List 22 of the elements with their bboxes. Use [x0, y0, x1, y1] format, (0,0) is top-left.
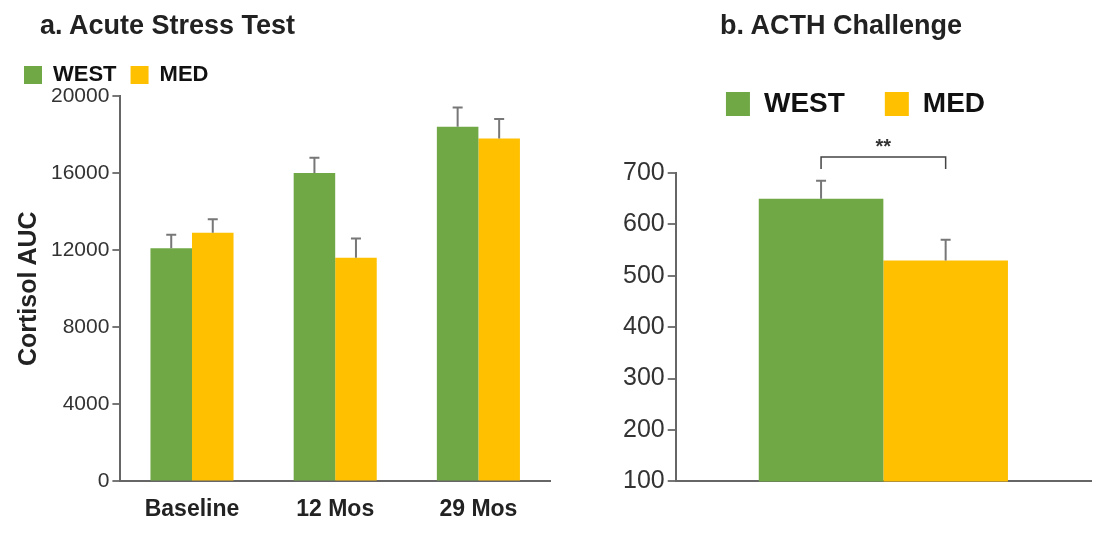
y-tick-label: 500 — [622, 259, 665, 288]
y-tick-label: 8000 — [62, 314, 110, 338]
y-axis-title: Cortisol AUC — [12, 211, 41, 367]
y-tick-label: 200 — [622, 413, 665, 442]
y-tick-label: 100 — [622, 465, 665, 494]
y-tick-label: 700 — [622, 156, 665, 185]
text: ** — [875, 135, 892, 157]
chart-title: a. Acute Stress Test — [40, 10, 296, 41]
y-tick-label: 300 — [622, 362, 665, 391]
y-tick-label: 12000 — [50, 236, 110, 260]
y-tick-label: 0 — [97, 468, 110, 492]
legend-label: WEST — [763, 86, 845, 118]
chart-title: b. ACTH Challenge — [720, 10, 963, 41]
y-tick-label: 400 — [622, 311, 665, 340]
y-tick-label: 600 — [622, 208, 665, 237]
y-tick-label: 4000 — [62, 391, 110, 415]
legend-label: MED — [922, 86, 986, 118]
y-tick-label: 16000 — [50, 159, 110, 183]
x-tick-label: Baseline — [144, 494, 240, 521]
x-tick-label: 12 Mos — [296, 494, 375, 521]
x-tick-label: 29 Mos — [439, 494, 518, 521]
legend-label: MED — [159, 61, 209, 87]
